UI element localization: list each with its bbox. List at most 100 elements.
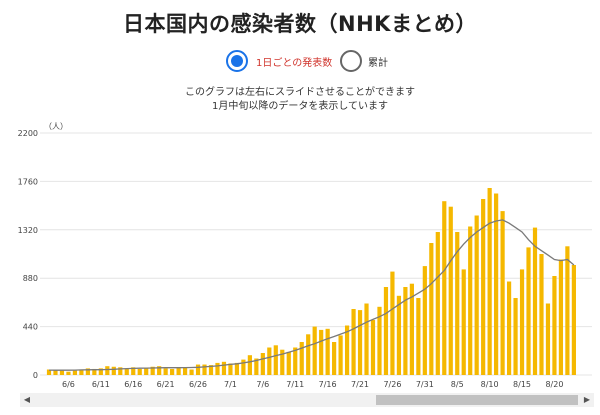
x-tick-label: 7/1 bbox=[224, 380, 237, 388]
bar bbox=[526, 247, 531, 375]
bar bbox=[344, 325, 350, 375]
slide-note: このグラフは左右にスライドさせることができます bbox=[185, 87, 415, 98]
x-tick-label: 7/31 bbox=[416, 380, 434, 388]
bar bbox=[98, 368, 103, 375]
bar-series bbox=[46, 188, 576, 375]
x-tick-label: 8/15 bbox=[513, 380, 531, 388]
bar bbox=[144, 368, 149, 375]
bar bbox=[306, 334, 311, 375]
bar bbox=[202, 364, 207, 375]
bar bbox=[552, 276, 557, 375]
bar bbox=[46, 369, 52, 375]
y-unit-label: （人） bbox=[44, 122, 68, 131]
bar bbox=[396, 295, 402, 375]
bar bbox=[53, 370, 58, 375]
bar bbox=[189, 369, 194, 375]
bar bbox=[519, 269, 525, 375]
bar bbox=[474, 215, 479, 375]
bar bbox=[332, 342, 337, 375]
bar bbox=[409, 283, 414, 375]
bar bbox=[85, 368, 90, 375]
bar bbox=[163, 368, 168, 375]
bar bbox=[247, 355, 252, 375]
bar bbox=[455, 232, 460, 375]
x-tick-label: 8/5 bbox=[451, 380, 464, 388]
daily-radio-label[interactable]: 1日ごとの発表数 bbox=[256, 58, 333, 69]
bar bbox=[228, 363, 233, 375]
scroll-right-icon[interactable]: ▶ bbox=[583, 395, 591, 404]
x-tick-label: 7/16 bbox=[319, 380, 337, 388]
bar bbox=[422, 266, 427, 375]
bar bbox=[195, 364, 201, 375]
bar bbox=[461, 269, 466, 375]
daily-radio[interactable] bbox=[226, 50, 248, 72]
bar bbox=[299, 342, 304, 375]
bar bbox=[364, 303, 369, 375]
bar bbox=[481, 199, 486, 375]
bar bbox=[390, 271, 395, 375]
average-line bbox=[48, 219, 575, 371]
bar bbox=[403, 287, 408, 375]
bar bbox=[571, 265, 576, 375]
bar bbox=[435, 232, 440, 375]
bar bbox=[357, 310, 363, 375]
bar bbox=[448, 206, 453, 375]
bar bbox=[208, 365, 214, 375]
bar bbox=[416, 298, 421, 375]
bar bbox=[293, 347, 298, 375]
x-tick-label: 6/26 bbox=[189, 380, 207, 388]
scroll-left-icon[interactable]: ◀ bbox=[23, 395, 31, 404]
bar bbox=[79, 369, 84, 375]
average-line-series bbox=[48, 219, 575, 371]
bar bbox=[370, 320, 376, 375]
bar bbox=[338, 335, 343, 375]
bar bbox=[494, 193, 499, 375]
x-tick-labels: 6/6 6/11 6/16 6/21 6/26 7/1 7/6 7/11 7/16 7/21 7/2… bbox=[62, 380, 563, 388]
bar bbox=[286, 351, 291, 375]
bar bbox=[487, 188, 492, 375]
x-tick-label: 6/11 bbox=[92, 380, 110, 388]
bar bbox=[280, 349, 285, 375]
bar bbox=[111, 366, 116, 375]
bar bbox=[170, 368, 175, 375]
y-tick-label: 1760 bbox=[18, 177, 38, 186]
bar bbox=[377, 306, 382, 375]
bar bbox=[267, 347, 272, 375]
bar bbox=[325, 328, 330, 375]
scrollbar-thumb[interactable] bbox=[376, 395, 578, 405]
x-tick-label: 7/6 bbox=[256, 380, 269, 388]
bar bbox=[105, 366, 110, 375]
range-note: 1月中旬以降のデータを表示しています bbox=[211, 101, 389, 112]
y-tick-label: 2200 bbox=[18, 129, 38, 138]
bar bbox=[558, 259, 564, 375]
bar bbox=[59, 370, 65, 375]
bar bbox=[221, 361, 227, 375]
x-tick-label: 7/11 bbox=[286, 380, 304, 388]
bar bbox=[319, 329, 324, 375]
x-tick-label: 6/21 bbox=[157, 380, 175, 388]
bar bbox=[312, 326, 317, 375]
bar bbox=[150, 366, 155, 375]
x-tick-label: 6/6 bbox=[62, 380, 75, 388]
chart-scrollbar[interactable]: ◀ ▶ bbox=[20, 393, 594, 407]
bar bbox=[92, 368, 97, 375]
bar bbox=[215, 362, 220, 375]
bar bbox=[506, 281, 512, 375]
bar bbox=[254, 358, 259, 375]
cumulative-radio-label[interactable]: 累計 bbox=[368, 58, 388, 69]
x-tick-label: 7/26 bbox=[383, 380, 401, 388]
bar bbox=[118, 367, 123, 375]
bar bbox=[182, 367, 188, 375]
bar bbox=[539, 254, 544, 375]
cumulative-radio[interactable] bbox=[340, 50, 362, 72]
y-tick-labels: 2200 1760 1320 880 440 0 bbox=[18, 129, 38, 380]
x-tick-label: 7/21 bbox=[351, 380, 369, 388]
bar bbox=[137, 368, 142, 375]
bar bbox=[241, 359, 246, 375]
bar bbox=[500, 211, 505, 375]
y-tick-label: 0 bbox=[33, 371, 38, 380]
bar bbox=[532, 227, 538, 375]
bar bbox=[66, 371, 71, 375]
bar bbox=[124, 368, 129, 375]
